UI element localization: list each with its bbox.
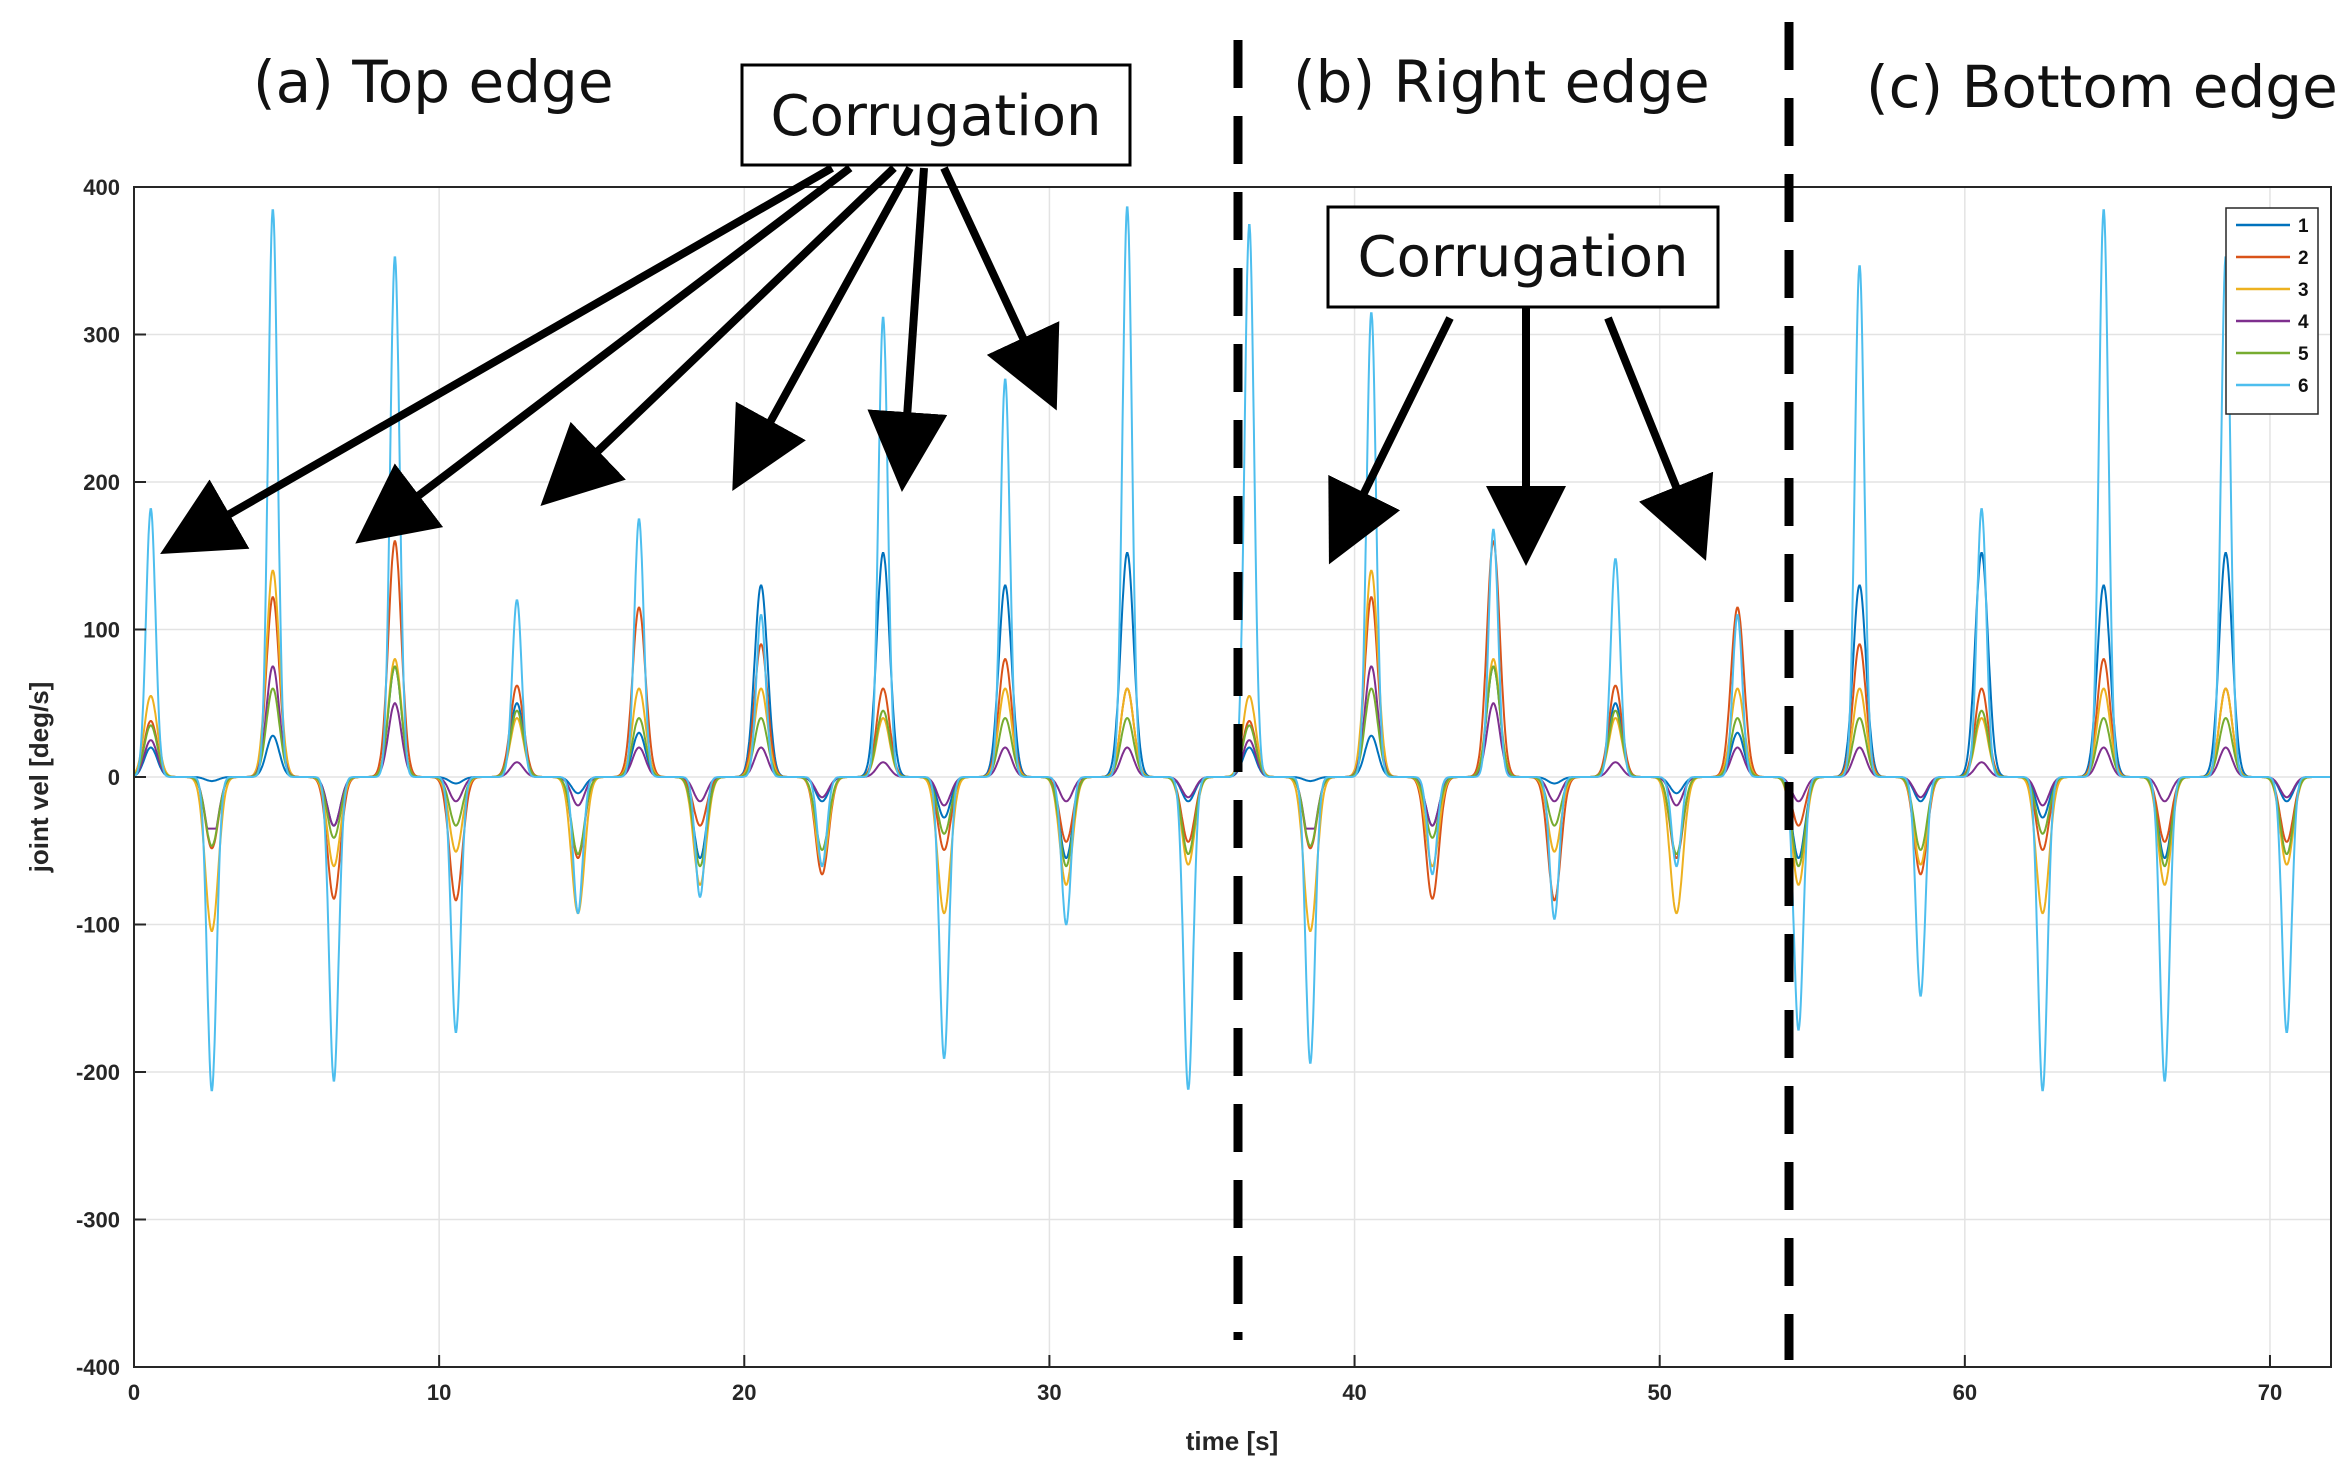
legend-label-2: 2	[2298, 248, 2309, 269]
x-tick-label-50: 50	[1647, 1380, 1671, 1405]
legend-label-5: 5	[2298, 344, 2309, 365]
y-tick-label-100: 100	[83, 618, 120, 643]
x-tick-label-60: 60	[1953, 1380, 1977, 1405]
legend-label-4: 4	[2298, 312, 2309, 333]
y-tick-label-300: 300	[83, 323, 120, 348]
y-tick-label-200: 200	[83, 470, 120, 495]
x-tick-label-10: 10	[427, 1380, 451, 1405]
arrow-7	[1328, 316, 1454, 565]
arrow-2	[355, 164, 853, 544]
series-line-6	[134, 206, 2331, 1092]
svg-text:Corrugation: Corrugation	[770, 84, 1101, 149]
arrow-3	[540, 165, 897, 507]
arrow-5	[867, 167, 948, 492]
legend-label-1: 1	[2298, 216, 2309, 237]
x-axis-label: time [s]	[1186, 1426, 1278, 1456]
x-tick-label-70: 70	[2258, 1380, 2282, 1405]
tick-labels: 0 10 20 30 40 50 60 70 400 300 200 100 0 -100 -200 -300…	[76, 175, 2282, 1405]
svg-text:Corrugation: Corrugation	[1357, 225, 1688, 290]
corrugation-annotation-2: Corrugation	[1326, 205, 1720, 566]
y-tick-label-0: 0	[108, 765, 120, 790]
x-tick-label-40: 40	[1342, 1380, 1366, 1405]
section-title-top-edge: (a) Top edge	[253, 48, 614, 116]
corrugation-annotation-1: Corrugation	[160, 63, 1132, 554]
x-tick-label-0: 0	[128, 1380, 140, 1405]
y-tick-label--100: -100	[76, 913, 120, 938]
y-axis-label: joint vel [deg/s]	[24, 682, 54, 874]
legend-label-3: 3	[2298, 280, 2309, 301]
section-title-bottom-edge: (c) Bottom edge	[1866, 53, 2338, 121]
legend-label-6: 6	[2298, 376, 2309, 397]
arrow-4	[732, 166, 914, 492]
arrow-1	[160, 164, 834, 554]
series-lines	[134, 206, 2331, 1092]
x-tick-label-30: 30	[1037, 1380, 1061, 1405]
section-title-right-edge: (b) Right edge	[1293, 48, 1710, 116]
y-tick-label--400: -400	[76, 1355, 120, 1380]
y-tick-label-400: 400	[83, 175, 120, 200]
arrow-9	[1604, 316, 1714, 561]
arrow-6	[940, 166, 1060, 411]
legend: 1 2 3 4 5 6	[2225, 207, 2319, 415]
x-tick-label-20: 20	[732, 1380, 756, 1405]
y-tick-label--200: -200	[76, 1060, 120, 1085]
y-tick-label--300: -300	[76, 1208, 120, 1233]
